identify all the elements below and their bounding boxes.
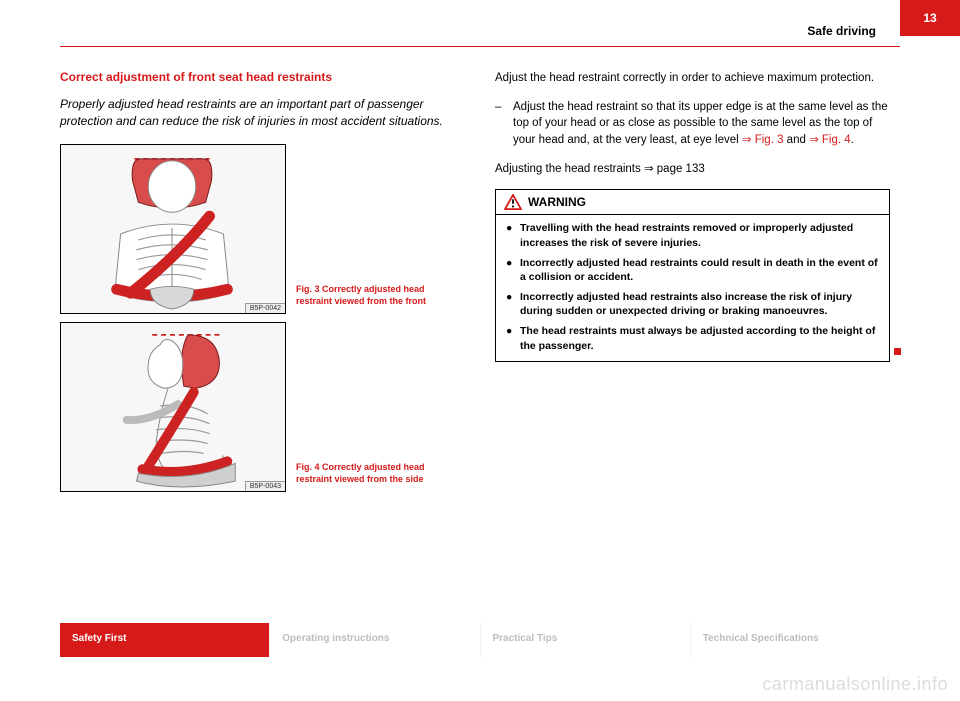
tab-practical-tips[interactable]: Practical Tips — [480, 623, 690, 657]
intro-text: Adjust the head restraint correctly in o… — [495, 70, 890, 87]
warning-item-3-text: Incorrectly adjusted head restraints als… — [520, 290, 879, 318]
figure-4-row: B5P-0043 Fig. 4 Correctly adjusted head … — [60, 322, 455, 492]
header-rule — [60, 46, 900, 47]
section-heading: Correct adjustment of front seat head re… — [60, 70, 455, 84]
warning-icon — [504, 194, 522, 210]
figure-4-illustration — [61, 323, 285, 491]
warning-item-3: ● Incorrectly adjusted head restraints a… — [506, 290, 879, 318]
chapter-title: Safe driving — [807, 24, 876, 38]
warning-item-2: ● Incorrectly adjusted head restraints c… — [506, 256, 879, 284]
warning-bullet: ● — [506, 221, 520, 249]
warning-item-4: ● The head restraints must always be adj… — [506, 324, 879, 352]
left-column: Correct adjustment of front seat head re… — [60, 70, 455, 500]
figure-4-caption: Fig. 4 Correctly adjusted head restraint… — [296, 462, 446, 491]
warning-item-2-text: Incorrectly adjusted head restraints cou… — [520, 256, 879, 284]
warning-bullet: ● — [506, 256, 520, 284]
ref-arrow-1: ⇒ — [742, 134, 755, 146]
tab-operating-instructions[interactable]: Operating instructions — [269, 623, 479, 657]
figure-4-label: B5P-0043 — [245, 481, 285, 491]
section-end-marker — [894, 348, 901, 355]
right-column: Adjust the head restraint correctly in o… — [495, 70, 890, 362]
step-dash: – — [495, 99, 513, 149]
lead-paragraph: Properly adjusted head restraints are an… — [60, 96, 455, 130]
page-number-badge: 13 — [900, 0, 960, 36]
warning-body: ● Travelling with the head restraints re… — [496, 215, 889, 360]
figure-3-illustration — [61, 145, 285, 313]
warning-title: WARNING — [528, 195, 586, 209]
figure-4: B5P-0043 — [60, 322, 286, 492]
page-number: 13 — [923, 11, 936, 25]
figure-3-caption: Fig. 3 Correctly adjusted head restraint… — [296, 284, 446, 313]
watermark: carmanualsonline.info — [762, 674, 948, 695]
warning-item-4-text: The head restraints must always be adjus… — [520, 324, 879, 352]
tab-technical-specifications[interactable]: Technical Specifications — [690, 623, 900, 657]
figure-3: B5P-0042 — [60, 144, 286, 314]
step-1-text: Adjust the head restraint so that its up… — [513, 99, 890, 149]
ref-fig3[interactable]: Fig. 3 — [755, 134, 784, 146]
figure-3-row: B5P-0042 Fig. 3 Correctly adjusted head … — [60, 144, 455, 314]
warning-item-1: ● Travelling with the head restraints re… — [506, 221, 879, 249]
page-header: Safe driving 13 — [60, 24, 900, 48]
warning-item-1-text: Travelling with the head restraints remo… — [520, 221, 879, 249]
footer-tabs: Safety First Operating instructions Prac… — [60, 623, 900, 657]
warning-bullet: ● — [506, 324, 520, 352]
figure-3-label: B5P-0042 — [245, 303, 285, 313]
step-and: and — [783, 134, 809, 146]
step-1: – Adjust the head restraint so that its … — [495, 99, 890, 149]
step-end: . — [851, 134, 854, 146]
cross-reference: Adjusting the head restraints ⇒ page 133 — [495, 161, 890, 178]
tab-safety-first[interactable]: Safety First — [60, 623, 269, 657]
ref-fig4[interactable]: Fig. 4 — [822, 134, 851, 146]
warning-header: WARNING — [496, 190, 889, 215]
ref-arrow-2: ⇒ — [809, 134, 822, 146]
warning-box: WARNING ● Travelling with the head restr… — [495, 189, 890, 361]
warning-bullet: ● — [506, 290, 520, 318]
